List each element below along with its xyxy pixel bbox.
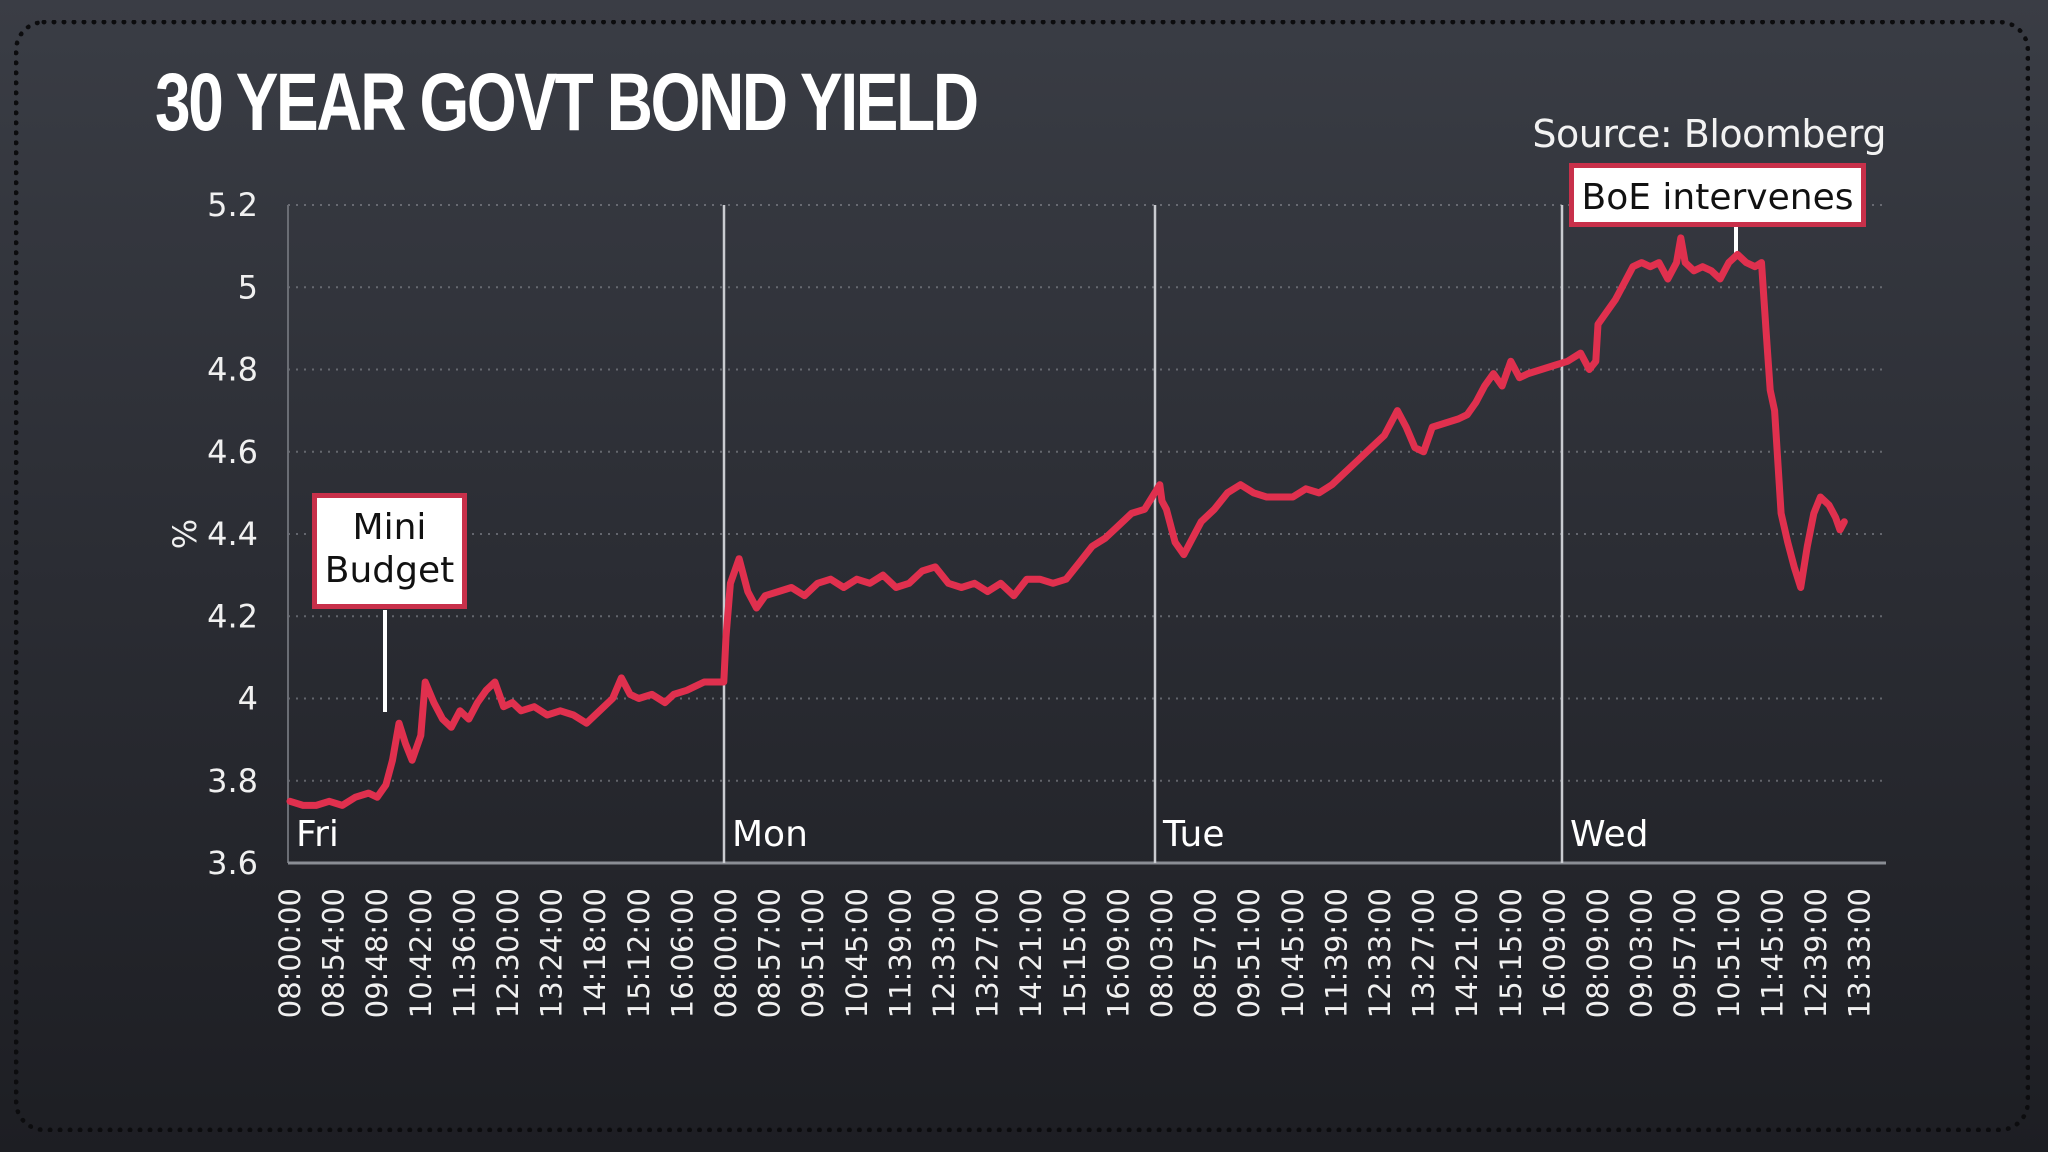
- x-tick-label: 13:27:00: [971, 888, 1005, 1018]
- y-axis-label: %: [166, 519, 204, 549]
- y-tick-label: 5.2: [207, 186, 258, 224]
- x-axis: 08:00:00 08:54:00 09:48:00 10:42:00 11:36:00…: [273, 888, 1877, 1018]
- x-tick-label: 16:06:00: [665, 888, 699, 1018]
- boe-annotation: BoE intervenes: [1569, 163, 1866, 227]
- x-tick-label: 11:45:00: [1755, 888, 1789, 1018]
- x-tick-label: 16:09:00: [1537, 888, 1571, 1018]
- x-tick-label: 13:33:00: [1843, 888, 1877, 1018]
- day-label-tue: Tue: [1162, 814, 1225, 855]
- x-tick-label: 08:57:00: [1189, 888, 1223, 1018]
- x-tick-label: 08:00:00: [273, 888, 307, 1018]
- x-tick-label: 12:39:00: [1799, 888, 1833, 1018]
- y-tick-label: 4.2: [207, 597, 258, 635]
- x-tick-label: 15:12:00: [622, 888, 656, 1018]
- day-label-fri: Fri: [296, 814, 339, 855]
- day-label-mon: Mon: [732, 814, 808, 855]
- gridlines: [287, 204, 1886, 865]
- x-tick-label: 13:27:00: [1407, 888, 1441, 1018]
- x-tick-label: 12:33:00: [927, 888, 961, 1018]
- x-tick-label: 08:00:00: [709, 888, 743, 1018]
- y-tick-label: 3.6: [207, 844, 258, 882]
- x-tick-label: 09:57:00: [1668, 888, 1702, 1018]
- x-tick-label: 12:30:00: [491, 888, 525, 1018]
- mini-budget-line1: Mini: [352, 507, 427, 548]
- chart-title: 30 YEAR GOVT BOND YIELD: [155, 57, 979, 148]
- source-label: Source: Bloomberg: [1532, 112, 1886, 156]
- x-tick-label: 14:18:00: [578, 888, 612, 1018]
- mini-budget-annotation: Mini Budget: [312, 493, 467, 609]
- x-tick-label: 09:48:00: [360, 888, 394, 1018]
- x-tick-label: 15:15:00: [1494, 888, 1528, 1018]
- x-tick-label: 08:09:00: [1581, 888, 1615, 1018]
- boe-label: BoE intervenes: [1581, 177, 1854, 218]
- x-tick-label: 16:09:00: [1101, 888, 1135, 1018]
- y-tick-label: 5: [238, 268, 258, 306]
- day-label-wed: Wed: [1570, 814, 1649, 855]
- x-tick-label: 09:51:00: [1232, 888, 1266, 1018]
- x-tick-label: 11:39:00: [883, 888, 917, 1018]
- x-tick-label: 13:24:00: [535, 888, 569, 1018]
- y-tick-label: 4: [238, 680, 258, 718]
- x-tick-label: 10:45:00: [840, 888, 874, 1018]
- day-dividers: Fri Mon Tue Wed: [296, 205, 1649, 863]
- y-tick-label: 3.8: [207, 762, 258, 800]
- x-tick-label: 14:21:00: [1014, 888, 1048, 1018]
- y-tick-label: 4.6: [207, 433, 258, 471]
- x-tick-label: 15:15:00: [1058, 888, 1092, 1018]
- x-tick-label: 12:33:00: [1363, 888, 1397, 1018]
- y-axis: 5.2 5 4.8 4.6 4.4 4.2 4 3.8 3.6: [207, 186, 258, 882]
- x-tick-label: 10:45:00: [1276, 888, 1310, 1018]
- mini-budget-line2: Budget: [324, 550, 455, 592]
- x-tick-label: 11:36:00: [447, 888, 481, 1018]
- x-tick-label: 09:51:00: [796, 888, 830, 1018]
- x-tick-label: 11:39:00: [1319, 888, 1353, 1018]
- y-tick-label: 4.8: [207, 351, 258, 389]
- dotted-frame: [14, 20, 2030, 1132]
- y-tick-label: 4.4: [207, 515, 258, 553]
- yield-line: [286, 234, 1848, 809]
- x-tick-label: 09:03:00: [1625, 888, 1659, 1018]
- x-tick-label: 10:42:00: [404, 888, 438, 1018]
- x-tick-label: 08:57:00: [753, 888, 787, 1018]
- x-tick-label: 08:03:00: [1145, 888, 1179, 1018]
- x-tick-label: 08:54:00: [317, 888, 351, 1018]
- x-tick-label: 10:51:00: [1712, 888, 1746, 1018]
- x-tick-label: 14:21:00: [1450, 888, 1484, 1018]
